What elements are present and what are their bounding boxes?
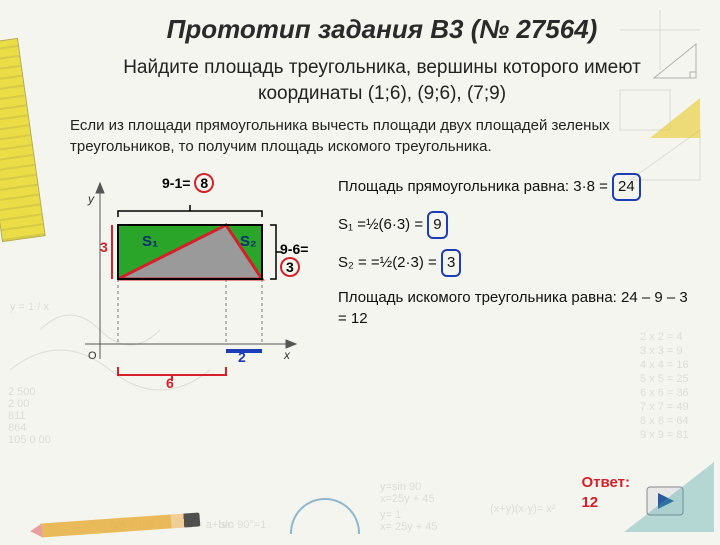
label-s1: S₁ bbox=[142, 233, 158, 250]
s1-line: S₁ =½(6·3) = 9 bbox=[338, 211, 694, 239]
answer-label: Ответ: bbox=[581, 474, 630, 491]
protractor-decoration bbox=[290, 498, 360, 534]
rect-area-line: Площадь прямоугольника равна: 3·8 = 24 bbox=[338, 173, 694, 201]
svg-text:x: x bbox=[283, 348, 291, 362]
s2-line: S₂ = =½(2·3) = 3 bbox=[338, 249, 694, 277]
label-bottom-full: 6 bbox=[166, 375, 174, 391]
calculations: Площадь прямоугольника равна: 3·8 = 24 S… bbox=[338, 163, 694, 423]
page-title: Прототип задания B3 (№ 27564) bbox=[70, 14, 694, 45]
svg-text:x=25y + 45: x=25y + 45 bbox=[380, 493, 434, 505]
result-line: Площадь искомого треугольника равна: 24 … bbox=[338, 287, 694, 329]
set-square-decoration bbox=[624, 462, 714, 532]
label-top-width: 9-1= 8 bbox=[162, 173, 214, 193]
label-left-height: 3 bbox=[100, 239, 108, 255]
label-bottom-small: 2 bbox=[238, 349, 246, 365]
svg-text:x= 25y + 45: x= 25y + 45 bbox=[380, 521, 438, 533]
svg-text:y=sin 90: y=sin 90 bbox=[380, 481, 421, 493]
answer: Ответ: 12 bbox=[581, 473, 630, 512]
svg-text:O: O bbox=[88, 350, 97, 362]
label-right-height: 9-6= 3 bbox=[280, 241, 320, 277]
solution-hint: Если из площади прямоугольника вычесть п… bbox=[70, 116, 694, 157]
svg-text:y: y bbox=[87, 192, 95, 206]
svg-text:(x+y)(x-y)= x²: (x+y)(x-y)= x² bbox=[490, 503, 556, 515]
answer-value: 12 bbox=[581, 494, 598, 511]
diagram: y x O bbox=[70, 163, 320, 423]
svg-text:y= 1: y= 1 bbox=[380, 509, 401, 521]
pencil-decoration bbox=[40, 512, 201, 537]
svg-text:sin 90°=1: sin 90°=1 bbox=[220, 519, 266, 531]
problem-statement: Найдите площадь треугольника, вершины ко… bbox=[70, 55, 694, 106]
label-s2: S₂ bbox=[240, 233, 257, 250]
